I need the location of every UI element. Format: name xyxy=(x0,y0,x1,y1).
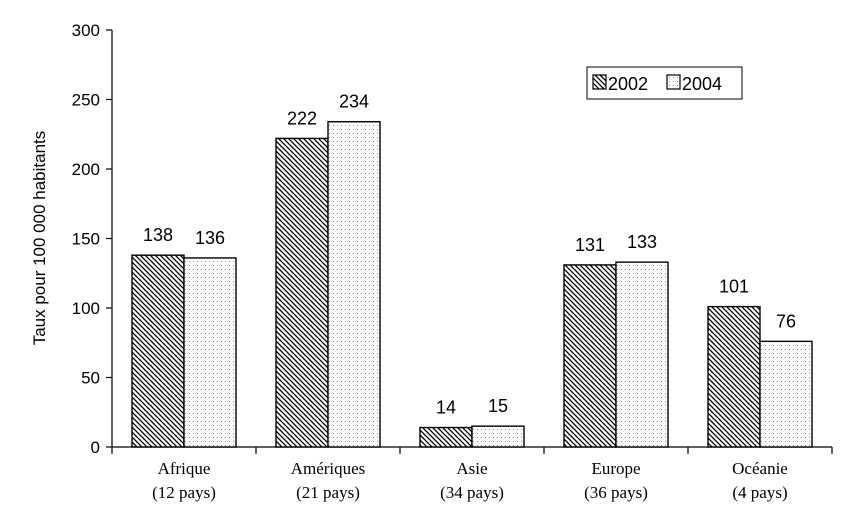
bar-2002-europe xyxy=(563,264,617,448)
data-label: 131 xyxy=(575,235,605,255)
category-label: Amériques xyxy=(291,459,366,478)
y-tick-label: 0 xyxy=(91,438,100,457)
legend-label-2004: 2004 xyxy=(682,74,722,94)
y-tick-label: 300 xyxy=(72,21,100,40)
category-sublabel: (12 pays) xyxy=(152,483,216,502)
bar-2002-asie xyxy=(419,426,473,448)
y-axis-title: Taux pour 100 000 habitants xyxy=(30,131,49,346)
y-tick-label: 50 xyxy=(81,369,100,388)
bar-2002-amériques xyxy=(275,137,329,448)
bar-2004-afrique xyxy=(183,257,237,448)
category-labels-group: Afrique (12 pays) Amériques (21 pays) Asie (3… xyxy=(152,459,788,502)
bar-2002-afrique xyxy=(131,254,185,448)
data-label: 14 xyxy=(436,398,456,418)
category-sublabel: (36 pays) xyxy=(584,483,648,502)
category-label: Afrique xyxy=(158,459,211,478)
legend-swatch-2002 xyxy=(592,74,607,90)
y-ticks: 0 50 100 150 200 250 300 xyxy=(72,21,112,457)
data-label: 133 xyxy=(627,232,657,252)
data-label: 234 xyxy=(339,92,369,112)
data-label: 222 xyxy=(287,108,317,128)
bars-group xyxy=(131,121,813,448)
legend: 2002 2004 xyxy=(586,66,743,100)
y-tick-label: 250 xyxy=(72,91,100,110)
category-sublabel: (21 pays) xyxy=(296,483,360,502)
category-sublabel: (34 pays) xyxy=(440,483,504,502)
x-axis xyxy=(111,446,833,454)
category-label: Océanie xyxy=(732,459,788,478)
data-label: 101 xyxy=(719,277,749,297)
legend-swatch-2004 xyxy=(666,74,681,90)
legend-label-2002: 2002 xyxy=(608,74,648,94)
category-label: Asie xyxy=(456,459,487,478)
data-labels-group: 138 136 222 234 14 15 131 133 101 76 xyxy=(143,92,796,418)
y-tick-label: 100 xyxy=(72,299,100,318)
x-ticks xyxy=(111,447,833,454)
category-label: Europe xyxy=(591,459,640,478)
legend-frame xyxy=(586,66,743,100)
data-label: 138 xyxy=(143,225,173,245)
bar-2004-asie xyxy=(471,425,525,448)
y-axis: 0 50 100 150 200 250 300 xyxy=(72,21,113,457)
category-sublabel: (4 pays) xyxy=(732,483,787,502)
data-label: 136 xyxy=(195,228,225,248)
y-tick-label: 150 xyxy=(72,230,100,249)
data-label: 76 xyxy=(776,311,796,331)
y-tick-label: 200 xyxy=(72,160,100,179)
bar-2002-océanie xyxy=(707,305,761,448)
bar-2004-océanie xyxy=(759,340,813,448)
data-label: 15 xyxy=(488,396,508,416)
bar-2004-europe xyxy=(615,261,669,448)
bar-2004-amériques xyxy=(327,121,381,448)
